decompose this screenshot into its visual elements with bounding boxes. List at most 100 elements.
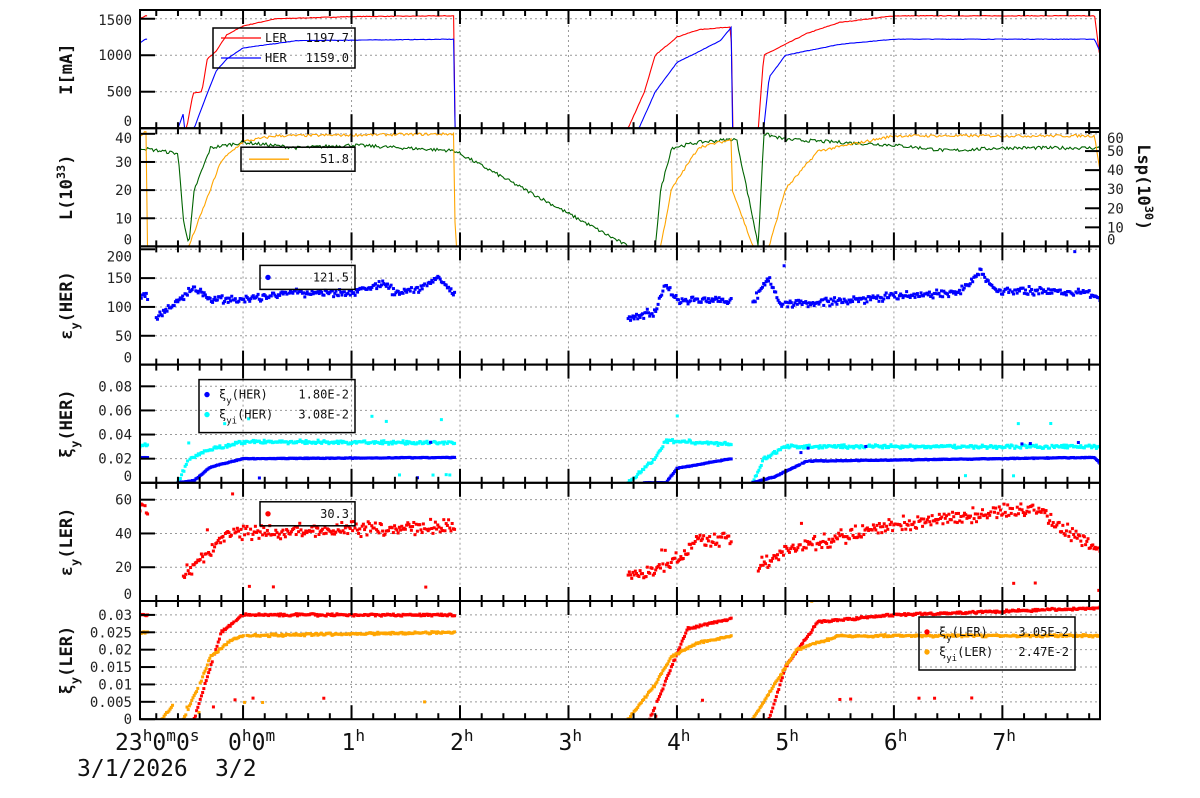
data-point xyxy=(983,633,987,637)
data-point xyxy=(811,537,815,541)
x-label-unit: h xyxy=(898,726,908,745)
data-point xyxy=(789,301,793,305)
data-point xyxy=(215,298,219,302)
label-part: ) xyxy=(1133,220,1153,230)
x-label-unit: m xyxy=(265,726,275,745)
data-point xyxy=(414,456,418,460)
data-point xyxy=(1050,523,1054,527)
data-point xyxy=(907,294,911,298)
data-point xyxy=(828,304,832,308)
data-point xyxy=(437,275,441,279)
data-point xyxy=(357,531,361,535)
data-point xyxy=(765,277,769,281)
data-point xyxy=(970,521,974,525)
data-point xyxy=(356,290,360,294)
data-point xyxy=(256,529,260,533)
data-point xyxy=(801,548,805,552)
data-point xyxy=(791,543,795,547)
data-point xyxy=(359,535,363,539)
data-point xyxy=(859,535,863,539)
data-point xyxy=(778,683,782,687)
y-tick-label: 0 xyxy=(124,469,132,485)
data-point xyxy=(417,290,421,294)
data-point xyxy=(442,518,446,522)
data-point xyxy=(702,641,706,645)
data-point xyxy=(450,521,454,525)
data-point xyxy=(773,682,777,686)
data-point xyxy=(246,532,250,536)
data-point xyxy=(812,304,816,308)
data-point xyxy=(934,518,938,522)
data-point xyxy=(656,564,660,568)
data-point xyxy=(867,295,871,299)
data-point xyxy=(443,440,447,444)
data-point xyxy=(949,518,953,522)
data-point xyxy=(418,288,422,292)
data-point xyxy=(899,524,903,528)
data-point xyxy=(278,293,282,297)
data-point xyxy=(929,523,933,527)
data-point xyxy=(241,634,245,638)
y-tick-label: 0.08 xyxy=(98,379,132,395)
data-point xyxy=(309,529,313,533)
data-point xyxy=(985,516,989,520)
data-point xyxy=(825,542,829,546)
data-point xyxy=(893,295,897,299)
y-tick-label-right: 40 xyxy=(1107,163,1124,179)
data-point xyxy=(351,529,355,533)
data-point xyxy=(205,528,209,532)
data-point xyxy=(1063,446,1067,450)
legend-frame xyxy=(918,616,1076,671)
data-point xyxy=(792,653,796,657)
data-point xyxy=(663,679,667,683)
data-point xyxy=(661,445,665,449)
data-point xyxy=(884,291,888,295)
data-point xyxy=(436,523,440,527)
data-point xyxy=(907,445,911,449)
data-point xyxy=(911,522,915,526)
x-label-num: 4 xyxy=(667,730,681,756)
data-point xyxy=(946,520,950,524)
x-label-unit: m xyxy=(166,726,176,745)
data-point xyxy=(711,299,715,303)
data-point xyxy=(965,516,969,520)
y-tick-label-right: 30 xyxy=(1107,182,1124,198)
data-point xyxy=(794,299,798,303)
data-point xyxy=(221,534,225,538)
data-point xyxy=(807,301,811,305)
data-point xyxy=(1015,609,1019,613)
data-point xyxy=(804,300,808,304)
data-point xyxy=(839,446,843,450)
data-point xyxy=(813,624,817,628)
data-point xyxy=(373,521,377,525)
data-point xyxy=(720,535,724,539)
data-point xyxy=(715,440,719,444)
data-point xyxy=(759,563,763,567)
legend-name: ξ xyxy=(939,645,946,659)
legend-frame xyxy=(198,378,356,434)
series-group xyxy=(140,482,1100,592)
data-point xyxy=(342,531,346,535)
data-point xyxy=(651,573,655,577)
data-point xyxy=(783,666,787,670)
data-point xyxy=(1020,508,1024,512)
data-point xyxy=(641,312,645,316)
data-point xyxy=(1044,289,1048,293)
legend-frame xyxy=(259,264,356,291)
x-tick-label: 1h xyxy=(342,726,366,757)
data-point xyxy=(979,445,983,449)
legend-value: 3.05E-2 xyxy=(1018,625,1069,639)
legend-value: 2.47E-2 xyxy=(1018,645,1069,659)
data-point xyxy=(321,613,325,617)
data-point xyxy=(219,541,223,545)
data-point xyxy=(261,441,265,445)
data-point xyxy=(780,676,784,680)
data-point xyxy=(215,541,219,545)
data-point xyxy=(1045,291,1049,295)
data-point xyxy=(751,717,755,720)
data-point xyxy=(670,438,674,442)
data-point xyxy=(211,705,215,709)
series-line-Lsp xyxy=(140,131,1100,247)
data-point xyxy=(959,292,963,296)
data-point xyxy=(162,714,166,718)
